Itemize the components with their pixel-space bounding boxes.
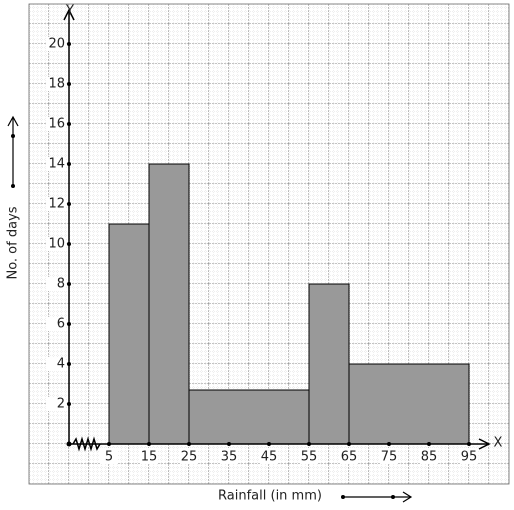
y-tick-label: 16 — [48, 117, 65, 132]
y-axis-label: No. of days — [6, 206, 21, 279]
x-tick — [267, 442, 271, 446]
x-arrow — [341, 491, 413, 503]
x-tick-label: 5 — [105, 450, 113, 465]
x-tick-label: 45 — [261, 450, 278, 465]
tick-label-bg — [46, 197, 66, 211]
y-tick — [67, 162, 71, 166]
x-tick — [347, 442, 351, 446]
tick-label-bg — [46, 317, 66, 331]
x-tick — [387, 442, 391, 446]
y-tick — [67, 242, 71, 246]
tick-label-bg — [46, 157, 66, 171]
x-tick-label: 55 — [301, 450, 318, 465]
tick-label-bg — [460, 448, 478, 464]
y-tick-label: 20 — [48, 37, 65, 52]
tick-label-bg — [46, 357, 66, 371]
x-tick-label: 65 — [341, 450, 358, 465]
y-tick-label: 8 — [57, 277, 65, 292]
tick-label-bg — [46, 397, 66, 411]
x-tick-label: 85 — [421, 450, 438, 465]
origin — [66, 441, 72, 447]
x-tick — [107, 442, 111, 446]
tick-label-bg — [220, 448, 238, 464]
x-tick — [187, 442, 191, 446]
y-tick-label: 4 — [57, 357, 65, 372]
bar — [188, 389, 310, 445]
y-tick-label: 12 — [48, 197, 65, 212]
tick-label-bg — [46, 37, 66, 51]
y-arrow — [7, 115, 19, 188]
y-tick — [67, 282, 71, 286]
x-tick — [467, 442, 471, 446]
x-tick — [307, 442, 311, 446]
x-axis-label: Rainfall (in mm) — [218, 489, 322, 504]
x-tick-label: 35 — [221, 450, 238, 465]
x-tick — [427, 442, 431, 446]
x-tick — [227, 442, 231, 446]
x-tick-label: 75 — [381, 450, 398, 465]
x-tick — [147, 442, 151, 446]
bar — [348, 363, 470, 445]
y-tick-label: 18 — [48, 77, 65, 92]
y-tick — [67, 322, 71, 326]
bar — [108, 223, 150, 445]
y-tick-label: 14 — [48, 157, 65, 172]
bar — [148, 163, 190, 445]
x-axis-name: X — [494, 436, 503, 451]
tick-label-bg — [380, 448, 398, 464]
tick-label-bg — [340, 448, 358, 464]
x-axis-arrow — [478, 438, 491, 450]
y-axis-name: Y — [65, 4, 74, 19]
tick-label-bg — [300, 448, 318, 464]
bar — [308, 283, 350, 445]
label-bg — [3, 195, 23, 285]
tick-label-bg — [180, 448, 198, 464]
y-tick-label: 6 — [57, 317, 65, 332]
label-bg — [210, 486, 330, 506]
y-tick — [67, 122, 71, 126]
y-tick — [67, 42, 71, 46]
tick-label-bg — [46, 237, 66, 251]
axis-break — [72, 436, 101, 452]
y-tick — [67, 82, 71, 86]
tick-label-bg — [140, 448, 158, 464]
y-tick — [67, 202, 71, 206]
y-tick-label: 10 — [48, 237, 65, 252]
tick-label-bg — [46, 117, 66, 131]
y-tick — [67, 402, 71, 406]
y-axis-arrow — [63, 8, 75, 21]
plot-area — [108, 163, 470, 445]
x-tick-label: 25 — [181, 450, 198, 465]
y-tick-label: 2 — [57, 397, 65, 412]
x-tick-label: 15 — [141, 450, 158, 465]
tick-label-bg — [260, 448, 278, 464]
x-tick-label: 95 — [461, 450, 478, 465]
tick-label-bg — [100, 448, 118, 464]
y-tick — [67, 362, 71, 366]
tick-label-bg — [420, 448, 438, 464]
tick-label-bg — [46, 77, 66, 91]
tick-label-bg — [46, 277, 66, 291]
